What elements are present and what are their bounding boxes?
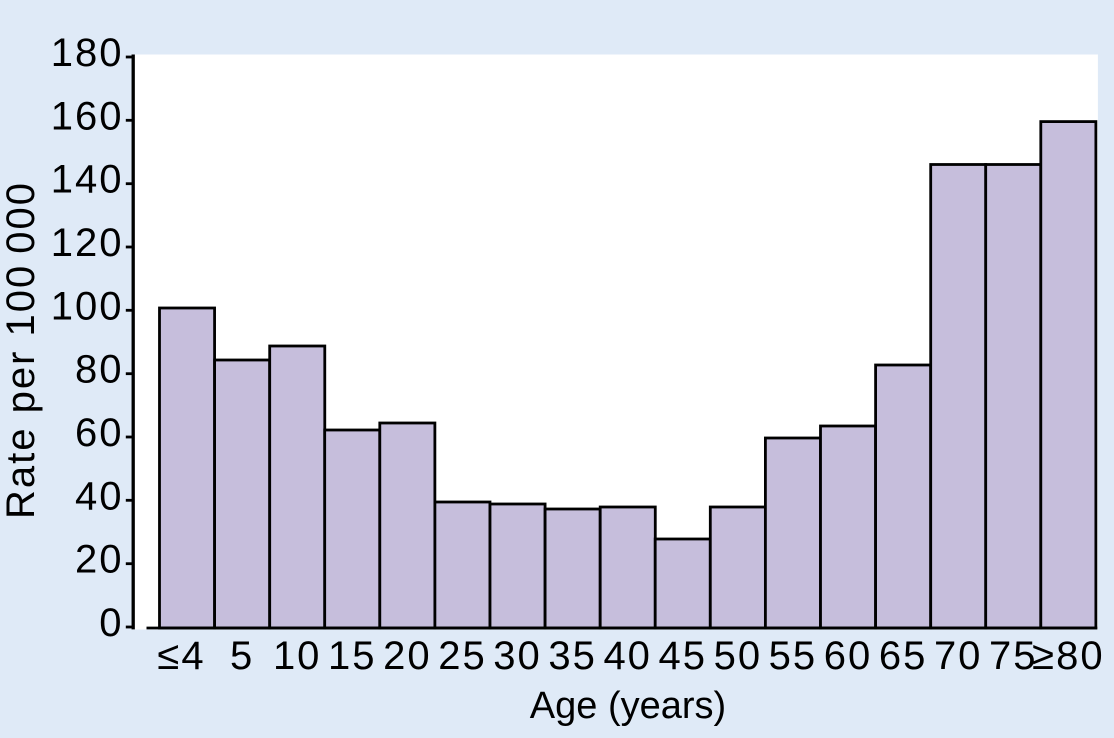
svg-text:45: 45 <box>659 634 708 678</box>
svg-text:0: 0 <box>99 601 123 645</box>
svg-text:100: 100 <box>51 284 124 328</box>
svg-text:80: 80 <box>75 348 124 392</box>
svg-text:20: 20 <box>75 538 124 582</box>
svg-text:Rate per 100 000: Rate per 100 000 <box>0 181 43 519</box>
svg-text:75: 75 <box>989 634 1038 678</box>
svg-text:10: 10 <box>273 634 322 678</box>
svg-text:20: 20 <box>383 634 432 678</box>
svg-text:40: 40 <box>603 634 652 678</box>
svg-text:35: 35 <box>548 634 597 678</box>
svg-text:60: 60 <box>75 411 124 455</box>
svg-text:5: 5 <box>230 634 254 678</box>
svg-text:40: 40 <box>75 474 124 518</box>
svg-text:≥80: ≥80 <box>1032 634 1104 678</box>
svg-text:Age (years): Age (years) <box>530 685 726 727</box>
svg-text:15: 15 <box>328 634 377 678</box>
svg-text:60: 60 <box>824 634 873 678</box>
svg-text:≤4: ≤4 <box>157 634 205 678</box>
svg-text:180: 180 <box>51 31 124 75</box>
svg-text:65: 65 <box>879 634 928 678</box>
svg-text:70: 70 <box>934 634 983 678</box>
svg-text:50: 50 <box>714 634 763 678</box>
svg-text:120: 120 <box>51 221 124 265</box>
svg-text:140: 140 <box>51 158 124 202</box>
svg-text:25: 25 <box>438 634 487 678</box>
svg-text:55: 55 <box>769 634 818 678</box>
svg-text:30: 30 <box>493 634 542 678</box>
svg-text:160: 160 <box>51 94 124 138</box>
